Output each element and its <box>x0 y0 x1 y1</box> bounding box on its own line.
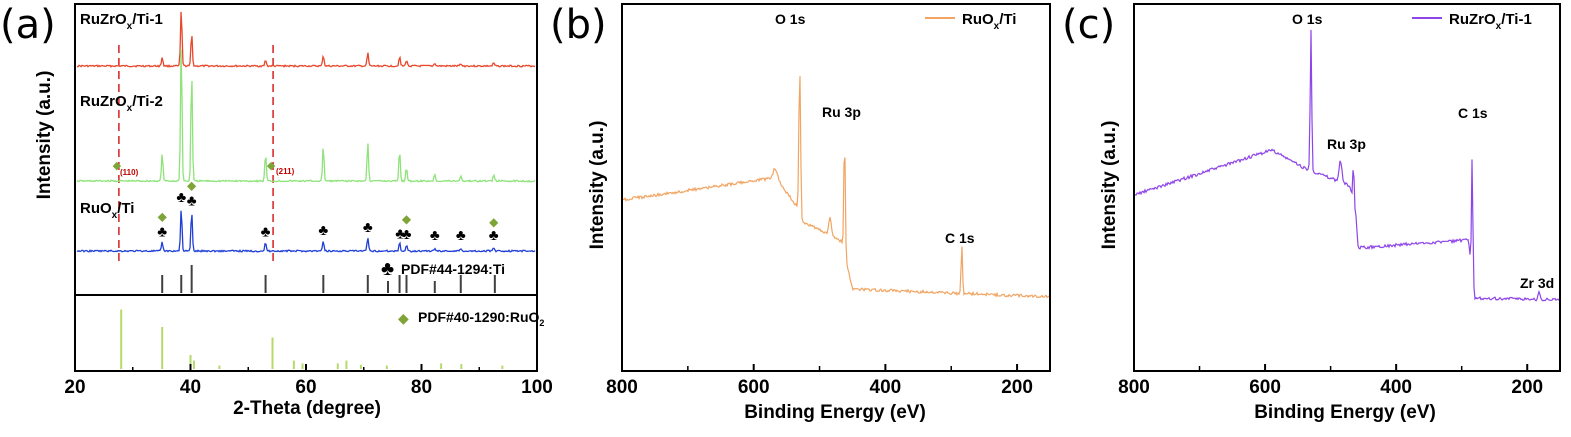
ti-reference-label: PDF#44-1294:Ti <box>401 261 505 277</box>
ruo2-peak-marker-1: ◆ <box>158 209 168 223</box>
ti-peak-marker-3: ♣ <box>187 192 197 209</box>
panel-a-tick-label-4: 80 <box>411 377 432 398</box>
panel-a: (a) Intensity (a.u.) 2-Theta (degree) ♣♣… <box>0 2 553 419</box>
plane-label-110: (110) <box>120 168 139 177</box>
peak-label-c1s-c: C 1s <box>1458 105 1488 121</box>
panel-b-frame <box>621 3 1051 372</box>
panel-c-tick-label-3: 400 <box>1380 377 1412 398</box>
panel-b-tick-label-3: 400 <box>870 377 902 398</box>
panel-c-tick-label-2: 600 <box>1249 377 1281 398</box>
ruo2-peak-marker-3: ◆ <box>402 212 412 226</box>
ti-peak-marker-10: ♣ <box>456 227 466 244</box>
xrd-series-line-2 <box>76 49 536 183</box>
panel-b-x-axis: 800 600 400 200 <box>606 364 1033 398</box>
xrd-series-line-1 <box>76 11 536 68</box>
panel-b-tick-label-4: 200 <box>1001 377 1033 398</box>
panel-b-legend-label: RuOx/Ti <box>962 11 1016 32</box>
panel-c-spectrum-line <box>1134 29 1560 302</box>
panel-b-letter: (b) <box>550 2 607 48</box>
panel-b-tick-label-2: 600 <box>738 377 770 398</box>
ti-peak-marker-7: ♣ <box>395 226 405 243</box>
panel-a-marker-layer: ♣♣ ♣♣ ♣ ♣ ♣♣ ♣ ♣ ♣◆◆◆ ◆◆ ◆ <box>113 160 499 244</box>
peak-label-o1s-c: O 1s <box>1292 11 1323 27</box>
panel-b-xlabel: Binding Energy (eV) <box>744 402 926 423</box>
panel-c-x-axis: 800 600 400 200 <box>1118 364 1543 398</box>
ti-peak-marker-8: ♣ <box>402 226 412 243</box>
peak-label-ru3p-c: Ru 3p <box>1327 136 1366 152</box>
panel-a-xlabel: 2-Theta (degree) <box>233 398 381 419</box>
ruo2-reference-label: PDF#40-1290:RuO2 <box>418 309 544 328</box>
plane-marker-2: ◆ <box>267 160 276 172</box>
panel-a-series-layer <box>76 11 536 253</box>
series-label-ruo-ti: RuOx/Ti <box>80 200 134 221</box>
panel-c-xlabel: Binding Energy (eV) <box>1254 402 1436 423</box>
peak-label-o1s-b: O 1s <box>775 11 806 27</box>
plane-marker-1: ◆ <box>113 160 122 172</box>
ti-peak-marker-1: ♣ <box>157 223 167 240</box>
panel-a-reference-lines <box>118 45 274 262</box>
ti-peak-marker-5: ♣ <box>318 222 328 239</box>
panel-c-tick-label-1: 800 <box>1118 377 1150 398</box>
panel-a-tick-label-2: 40 <box>180 377 201 398</box>
xrd-series-line-3 <box>76 210 536 253</box>
ti-peak-marker-9: ♣ <box>430 227 440 244</box>
panel-b-spectrum-line <box>622 76 1050 299</box>
peak-label-ru3p-b: Ru 3p <box>822 104 861 120</box>
panel-a-stick-layer <box>120 265 504 369</box>
panel-a-letter: (a) <box>0 2 56 48</box>
panel-a-tick-label-5: 100 <box>521 377 553 398</box>
ruo2-peak-marker-2: ◆ <box>187 178 197 192</box>
plane-label-211: (211) <box>276 167 295 176</box>
series-label-ruzro-ti-1: RuZrOx/Ti-1 <box>80 11 163 32</box>
ti-peak-marker-11: ♣ <box>489 227 499 244</box>
ti-peak-marker-6: ♣ <box>363 219 373 236</box>
ti-peak-marker-2: ♣ <box>176 189 186 206</box>
panel-b-tick-label-1: 800 <box>606 377 638 398</box>
panel-c: (c) Intensity (a.u.) Binding Energy (eV)… <box>1062 2 1561 423</box>
peak-label-zr3d-c: Zr 3d <box>1520 275 1554 291</box>
panel-b: (b) Intensity (a.u.) Binding Energy (eV)… <box>550 2 1051 423</box>
panel-c-legend-label: RuZrOx/Ti-1 <box>1449 11 1532 32</box>
ti-peak-marker-4: ♣ <box>261 223 271 240</box>
panel-c-ylabel: Intensity (a.u.) <box>1099 121 1120 250</box>
panel-a-ylabel: Intensity (a.u.) <box>34 71 55 200</box>
panel-c-letter: (c) <box>1062 2 1115 48</box>
panel-a-tick-label-3: 60 <box>295 377 316 398</box>
diamond-icon: ◆ <box>398 310 409 326</box>
panel-b-ylabel: Intensity (a.u.) <box>587 121 608 250</box>
panel-c-frame <box>1133 3 1561 372</box>
panel-a-tick-label-1: 20 <box>64 377 85 398</box>
panel-a-x-axis: 20 40 60 80 100 <box>64 364 553 398</box>
series-label-ruzro-ti-2: RuZrOx/Ti-2 <box>80 93 163 114</box>
peak-label-c1s-b: C 1s <box>945 230 975 246</box>
ruo2-peak-marker-4: ◆ <box>489 215 499 229</box>
panel-c-tick-label-4: 200 <box>1511 377 1543 398</box>
club-icon: ♣ <box>381 258 394 280</box>
